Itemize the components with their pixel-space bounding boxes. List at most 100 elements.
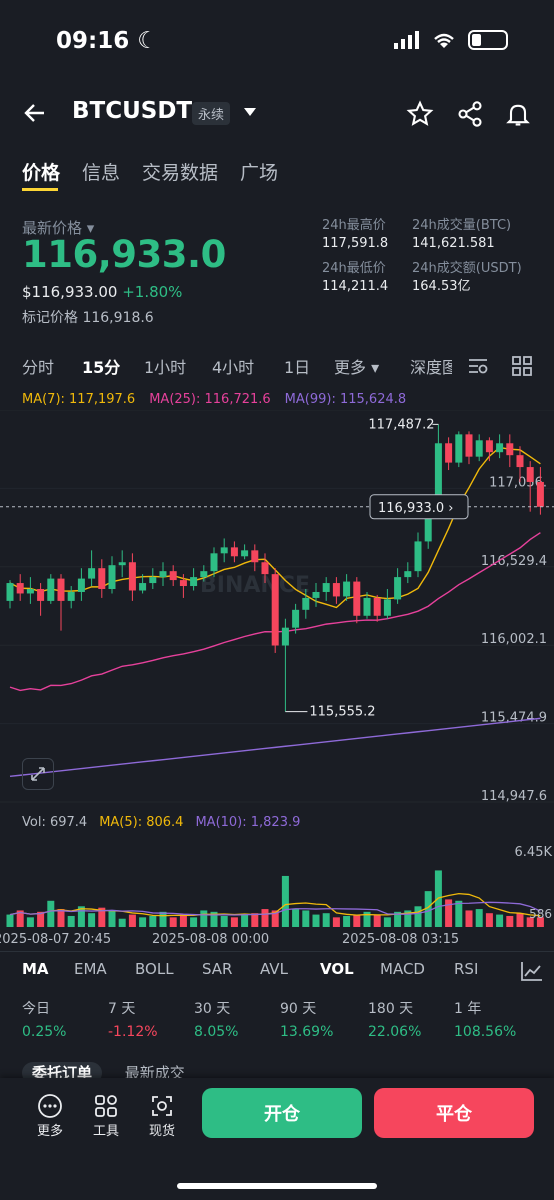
current-price-tag[interactable]: [369, 494, 469, 520]
volume-bar: [292, 909, 300, 927]
vol-ma5: MA(5): 806.4: [99, 815, 184, 830]
candle-body: [159, 571, 167, 578]
indicator-vol[interactable]: VOL: [320, 960, 354, 978]
tab-trading-data[interactable]: 交易数据: [142, 162, 219, 184]
volume-bar: [404, 910, 412, 927]
candle-body: [383, 599, 391, 616]
candle-body: [414, 541, 422, 572]
mark-price-line: 标记价格 116,918.6: [22, 307, 154, 327]
volume-bar: [516, 913, 524, 927]
stats-panel: 24h最高价 24h成交量(BTC) 117,591.8 141,621.581…: [322, 217, 552, 296]
candle-body: [98, 568, 106, 590]
tab-square[interactable]: 广场: [240, 162, 279, 184]
candle-body: [475, 440, 483, 457]
spot-button[interactable]: 现货: [142, 1092, 182, 1139]
volume-bar: [251, 913, 259, 927]
candle-body: [26, 589, 34, 594]
volume-bar: [332, 917, 340, 927]
interval-1d[interactable]: 1日: [284, 358, 311, 377]
volume-chart[interactable]: 6.45K 586: [0, 832, 554, 927]
last-price: 116,933.0: [22, 233, 226, 276]
y-axis-label: 115,474.9: [481, 711, 547, 726]
performance-label: 今日: [22, 1001, 50, 1017]
tools-label: 工具: [92, 1124, 119, 1139]
indicator-sar[interactable]: SAR: [202, 960, 233, 978]
performance-item: 1 年 108.56%: [454, 998, 516, 1040]
indicator-boll[interactable]: BOLL: [135, 960, 174, 978]
tools-icon: [95, 1095, 117, 1117]
interval-1h[interactable]: 1小时: [144, 358, 187, 377]
volume-bar: [363, 911, 371, 927]
candlestick-chart[interactable]: BINANCE 117,583.8117,056.116,529.4116,00…: [0, 410, 554, 810]
candle-body: [16, 583, 24, 594]
candle-body: [445, 443, 453, 463]
performance-item: 180 天 22.06%: [368, 998, 421, 1040]
vol-usdt-label: 24h成交额(USDT): [412, 261, 522, 276]
candle-body: [526, 467, 534, 482]
volume-bar: [26, 917, 34, 927]
interval-15m[interactable]: 15分: [82, 358, 121, 377]
performance-value: 13.69%: [280, 1024, 334, 1040]
tools-button[interactable]: 工具: [86, 1092, 126, 1139]
candle-body: [149, 577, 157, 584]
star-icon[interactable]: [406, 100, 434, 128]
candle-body: [312, 591, 320, 598]
high-value: 117,591.8: [322, 236, 389, 251]
last-price-label[interactable]: 最新价格 ▾: [22, 219, 95, 237]
ma99-legend: MA(99): 115,624.8: [284, 392, 407, 407]
mark-price: 116,918.6: [82, 310, 154, 326]
symbol-title[interactable]: BTCUSDT: [72, 98, 193, 124]
performance-item: 30 天 8.05%: [194, 998, 238, 1040]
home-indicator: [177, 1183, 377, 1189]
close-position-button[interactable]: 平仓: [374, 1088, 534, 1138]
vol-axis-bottom: 586: [529, 907, 552, 921]
open-position-button[interactable]: 开仓: [202, 1088, 362, 1138]
performance-item: 今日 0.25%: [22, 998, 66, 1040]
symbol-dropdown-icon[interactable]: [242, 106, 258, 118]
indicator-rsi[interactable]: RSI: [454, 960, 479, 978]
candle-body: [363, 597, 371, 616]
candle-body: [57, 578, 65, 601]
interval-time[interactable]: 分时: [22, 358, 55, 377]
indicator-settings-icon[interactable]: [466, 354, 490, 378]
mark-price-label: 标记价格: [22, 310, 78, 326]
back-arrow-icon[interactable]: [22, 100, 48, 126]
indicator-ma[interactable]: MA: [22, 960, 49, 978]
current-price-label: 116,933.0 ›: [378, 501, 454, 516]
candle-body: [88, 568, 96, 579]
indicator-macd[interactable]: MACD: [380, 960, 425, 978]
y-axis-label: 117,583.8: [481, 410, 547, 412]
tab-info[interactable]: 信息: [82, 162, 121, 184]
ma25-legend: MA(25): 116,721.6: [149, 392, 271, 407]
interval-depth[interactable]: 深度图: [410, 358, 452, 377]
performance-value: 108.56%: [454, 1024, 517, 1040]
more-button[interactable]: 更多: [30, 1092, 70, 1139]
high-label: 24h最高价: [322, 218, 386, 233]
more-icon: [38, 1094, 62, 1118]
tab-price[interactable]: 价格: [22, 162, 61, 184]
indicator-bar: MA EMA BOLL SAR AVL VOL MACD RSI: [0, 960, 554, 990]
interval-more[interactable]: 更多 ▾: [334, 358, 380, 377]
bell-icon[interactable]: [504, 100, 532, 128]
candle-body: [210, 553, 218, 572]
indicator-ema[interactable]: EMA: [74, 960, 107, 978]
indicator-chart-icon[interactable]: [520, 960, 544, 982]
volume-bar: [383, 917, 391, 927]
tab-latest-trades[interactable]: 最新成交: [124, 1064, 185, 1082]
candle-body: [251, 550, 259, 563]
grid-layout-icon[interactable]: [510, 354, 534, 378]
expand-chart-button[interactable]: [22, 758, 54, 790]
candle-body: [139, 583, 147, 591]
volume-bar: [373, 914, 381, 927]
candle-body: [118, 562, 126, 566]
time-label: 2025-08-08 00:00: [152, 932, 270, 947]
volume-bar: [37, 911, 45, 927]
vol-axis-top: 6.45K: [515, 845, 553, 860]
volume-bar: [424, 891, 432, 927]
interval-4h[interactable]: 4小时: [212, 358, 255, 377]
spot-label: 现货: [148, 1124, 175, 1139]
volume-bar: [47, 900, 55, 927]
indicator-avl[interactable]: AVL: [260, 960, 288, 978]
interval-bar: 分时 15分 1小时 4小时 1日 更多 ▾ 深度图: [0, 354, 554, 382]
share-icon[interactable]: [456, 100, 484, 128]
